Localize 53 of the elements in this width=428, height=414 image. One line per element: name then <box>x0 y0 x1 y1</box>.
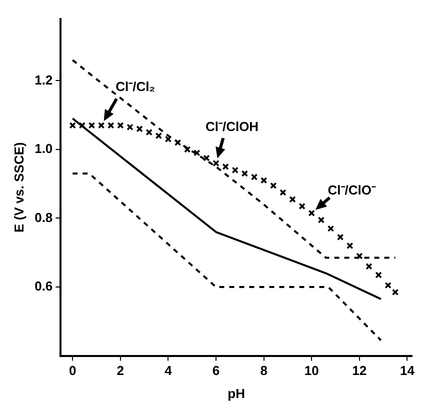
annotation: Cl⁻/Cl₂ <box>116 78 156 94</box>
point <box>146 128 152 136</box>
point <box>203 154 210 162</box>
point <box>260 177 268 184</box>
annotation: Cl⁻/ClO⁻ <box>328 182 376 198</box>
point <box>222 163 229 170</box>
point <box>250 174 258 180</box>
point <box>308 210 315 216</box>
y-tick-label: 0.6 <box>34 278 53 294</box>
point <box>298 202 306 210</box>
y-tick-label: 0.8 <box>34 210 53 225</box>
y-axis-title: E (V vs. SSCE) <box>11 142 26 232</box>
point <box>164 136 172 143</box>
point <box>69 122 76 129</box>
point <box>107 122 114 129</box>
x-tick-label: 2 <box>116 363 124 378</box>
point <box>155 132 162 140</box>
point <box>117 122 124 129</box>
annotation: Cl⁻/ClOH <box>205 118 259 134</box>
point <box>78 122 86 129</box>
point <box>392 288 399 296</box>
point <box>289 196 296 203</box>
x-tick-label: 6 <box>212 363 220 378</box>
point <box>98 122 105 129</box>
point <box>384 282 392 289</box>
point <box>212 160 220 167</box>
point <box>280 189 286 196</box>
point <box>194 150 200 156</box>
x-tick-label: 0 <box>69 363 76 378</box>
point <box>356 252 363 260</box>
x-tick-label: 10 <box>304 363 319 378</box>
point <box>327 225 334 232</box>
x-axis-title: pH <box>228 386 246 401</box>
point <box>318 216 325 224</box>
point <box>88 122 96 129</box>
point <box>184 146 191 153</box>
line-series <box>72 59 396 259</box>
x-tick-label: 8 <box>260 363 268 378</box>
point <box>270 182 277 189</box>
point <box>366 263 372 270</box>
point <box>346 242 354 250</box>
point <box>241 170 248 177</box>
point <box>126 124 134 130</box>
point <box>232 166 239 174</box>
x-tick-label: 14 <box>400 363 416 378</box>
y-tick-label: 1.0 <box>34 141 53 156</box>
point <box>174 139 182 146</box>
x-tick-label: 4 <box>164 363 173 378</box>
point <box>336 234 344 241</box>
point <box>375 272 382 278</box>
point <box>136 125 143 132</box>
y-tick-label: 1.2 <box>34 72 53 88</box>
x-tick-label: 12 <box>352 363 367 378</box>
